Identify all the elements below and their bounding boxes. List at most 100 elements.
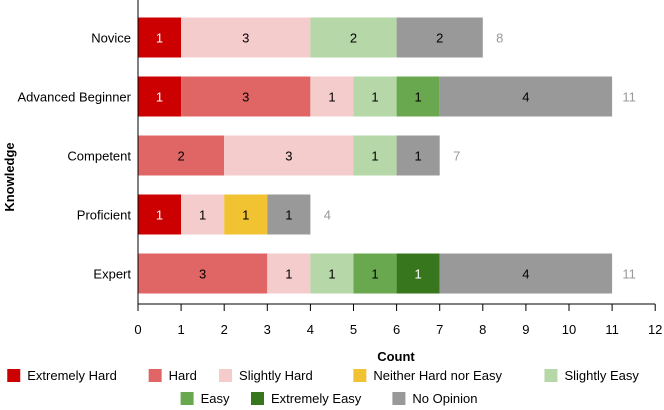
- legend-item: Easy: [180, 391, 230, 406]
- legend-label: Extremely Hard: [27, 368, 117, 383]
- category-label: Expert: [93, 267, 131, 282]
- bar-segment: [396, 135, 440, 176]
- segment-value-label: 1: [285, 208, 292, 223]
- bar-total-label: 7: [453, 149, 460, 164]
- legend-swatch: [353, 369, 367, 382]
- legend-label: Extremely Easy: [271, 391, 362, 406]
- legend: Extremely Hard Hard Slightly Hard Neither H…: [7, 368, 639, 406]
- x-tick-label: 2: [221, 322, 228, 337]
- legend-item: Extremely Hard: [7, 368, 117, 383]
- legend-label: Neither Hard nor Easy: [373, 368, 502, 383]
- bar-total-label: 8: [496, 31, 503, 46]
- bar-segment: [138, 194, 182, 235]
- legend-item: Extremely Easy: [251, 391, 362, 406]
- segment-value-label: 1: [199, 208, 206, 223]
- bar-segment: [396, 253, 440, 294]
- legend-label: Slightly Hard: [239, 368, 313, 383]
- segment-value-label: 1: [328, 90, 335, 105]
- segment-value-label: 3: [242, 90, 249, 105]
- segment-value-label: 1: [242, 208, 249, 223]
- x-axis-title: Count: [377, 349, 415, 364]
- x-tick-label: 7: [436, 322, 443, 337]
- legend-swatch: [544, 369, 558, 382]
- legend-item: Hard: [148, 368, 197, 383]
- legend-label: No Opinion: [412, 391, 477, 406]
- bar-segment: [267, 253, 311, 294]
- segment-value-label: 1: [285, 267, 292, 282]
- bar-segment: [138, 76, 182, 117]
- category-label: Novice: [91, 31, 131, 46]
- legend-label: Hard: [169, 368, 197, 383]
- segment-value-label: 1: [156, 31, 163, 46]
- segment-value-label: 2: [436, 31, 443, 46]
- bar-segment: [310, 17, 397, 58]
- bar-segment: [353, 135, 397, 176]
- bar-segment: [138, 135, 225, 176]
- x-tick-label: 6: [393, 322, 400, 337]
- bar-segment: [181, 194, 225, 235]
- bar-total-label: 11: [622, 90, 636, 105]
- legend-swatch: [7, 369, 21, 382]
- legend-swatch: [180, 392, 194, 405]
- legend-item: No Opinion: [392, 391, 477, 406]
- bar-segment: [310, 76, 354, 117]
- bar-segment: [353, 76, 397, 117]
- x-tick-label: 3: [264, 322, 271, 337]
- bar-segment: [396, 76, 440, 117]
- segment-value-label: 1: [415, 149, 422, 164]
- segment-value-label: 1: [371, 90, 378, 105]
- bar-segment: [396, 17, 483, 58]
- x-tick-label: 12: [648, 322, 662, 337]
- legend-label: Slightly Easy: [564, 368, 639, 383]
- legend-label: Easy: [201, 391, 230, 406]
- x-tick-label: 8: [479, 322, 486, 337]
- legend-item: Slightly Easy: [544, 368, 639, 383]
- segment-value-label: 4: [522, 267, 529, 282]
- segment-value-label: 1: [156, 90, 163, 105]
- legend-swatch: [392, 392, 406, 405]
- x-tick-label: 10: [562, 322, 576, 337]
- x-tick-label: 0: [134, 322, 141, 337]
- bar-total-label: 4: [324, 208, 331, 223]
- bar-segment: [439, 76, 613, 117]
- bar-segment: [267, 194, 311, 235]
- bar-segment: [310, 253, 354, 294]
- legend-item: Slightly Hard: [219, 368, 313, 383]
- bar-segment: [353, 253, 397, 294]
- category-label: Competent: [67, 149, 131, 164]
- segment-value-label: 1: [371, 267, 378, 282]
- x-tick-label: 11: [605, 322, 619, 337]
- legend-swatch: [251, 392, 264, 405]
- segment-value-label: 3: [199, 267, 206, 282]
- category-label: Proficient: [77, 208, 132, 223]
- segment-value-label: 3: [242, 31, 249, 46]
- bar-segment: [224, 135, 354, 176]
- segment-value-label: 2: [177, 149, 184, 164]
- segment-value-label: 1: [371, 149, 378, 164]
- legend-item: Neither Hard nor Easy: [353, 368, 502, 383]
- segment-value-label: 1: [156, 208, 163, 223]
- x-tick-label: 5: [350, 322, 357, 337]
- y-axis-title: Knowledge: [2, 142, 17, 211]
- legend-swatch: [148, 369, 162, 382]
- bar-segment: [181, 76, 311, 117]
- legend-swatch: [219, 369, 233, 382]
- segment-value-label: 1: [328, 267, 335, 282]
- axes-layer: 0 1 2 3 4 5 6 7 8 9 10 11 12: [134, 0, 662, 337]
- bar-total-label: 11: [622, 267, 636, 282]
- bar-segment: [224, 194, 268, 235]
- category-label: Advanced Beginner: [18, 90, 132, 105]
- bar-segment: [138, 253, 268, 294]
- x-tick-label: 9: [522, 322, 529, 337]
- segment-value-label: 4: [522, 90, 529, 105]
- x-tick-label: 4: [307, 322, 314, 337]
- bar-segment: [181, 17, 311, 58]
- segment-value-label: 1: [415, 90, 422, 105]
- bar-segment: [439, 253, 613, 294]
- segment-value-label: 1: [415, 267, 422, 282]
- segment-value-label: 3: [285, 149, 292, 164]
- x-tick-label: 1: [177, 322, 184, 337]
- segment-value-label: 2: [350, 31, 357, 46]
